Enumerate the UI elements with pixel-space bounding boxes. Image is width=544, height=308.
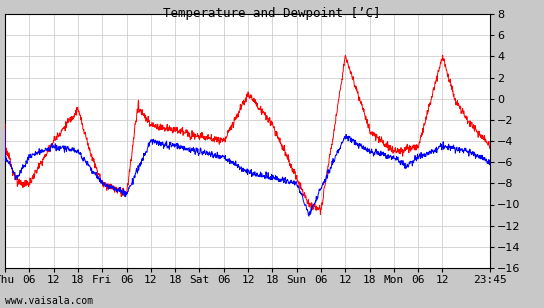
Text: www.vaisala.com: www.vaisala.com	[5, 296, 94, 306]
Text: Temperature and Dewpoint [’C]: Temperature and Dewpoint [’C]	[163, 7, 381, 20]
